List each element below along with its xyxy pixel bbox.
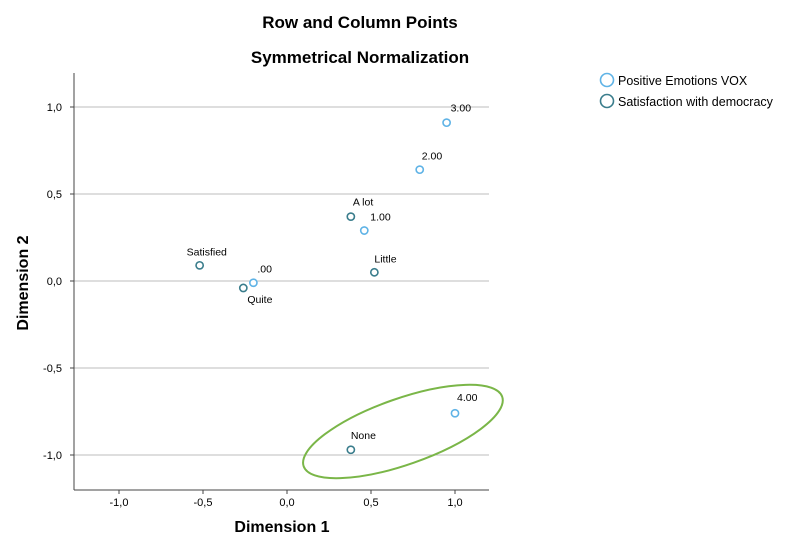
data-point	[416, 166, 423, 173]
data-point	[196, 262, 203, 269]
y-tick-label: 0,5	[47, 189, 62, 201]
data-point	[250, 279, 257, 286]
data-point	[347, 446, 354, 453]
point-label: 4.00	[457, 392, 478, 404]
x-tick-label: 0,5	[363, 497, 378, 509]
point-label: Satisfied	[187, 246, 227, 258]
chart-title: Row and Column Points	[262, 13, 458, 32]
legend-marker-satisfaction	[601, 95, 614, 108]
x-axis-label: Dimension 1	[234, 519, 329, 536]
data-point	[443, 119, 450, 126]
y-ticks: 1,0 0,5 0,0 -0,5 -1,0	[43, 102, 74, 462]
point-label: Little	[374, 253, 396, 265]
legend-label-satisfaction: Satisfaction with democracy	[618, 95, 774, 109]
chart-subtitle: Symmetrical Normalization	[251, 48, 469, 67]
y-axis-label: Dimension 2	[15, 235, 32, 330]
data-point	[347, 213, 354, 220]
data-point	[361, 227, 368, 234]
point-label: .00	[257, 264, 272, 276]
x-ticks: -1,0 -0,5 0,0 0,5 1,0	[110, 490, 463, 509]
y-tick-label: 1,0	[47, 102, 62, 114]
x-tick-label: 0,0	[279, 497, 294, 509]
data-point	[240, 284, 247, 291]
x-tick-label: -1,0	[110, 497, 129, 509]
point-label: 2.00	[422, 151, 443, 163]
points: 3.00 2.00 1.00 .00 4.00 A lot Little Satisfied Q…	[187, 103, 478, 454]
legend-marker-positive-emotions	[601, 74, 614, 87]
x-tick-label: -0,5	[194, 497, 213, 509]
legend-label-positive-emotions: Positive Emotions VOX	[618, 74, 748, 88]
x-tick-label: 1,0	[447, 497, 462, 509]
point-label: Quite	[247, 294, 272, 306]
point-label: None	[351, 430, 376, 442]
highlight-ellipse	[293, 366, 513, 498]
y-tick-label: 0,0	[47, 276, 62, 288]
data-point	[371, 269, 378, 276]
point-label: A lot	[353, 197, 374, 209]
data-point	[451, 410, 458, 417]
point-label: 3.00	[451, 103, 472, 115]
y-tick-label: -0,5	[43, 363, 62, 375]
y-tick-label: -1,0	[43, 450, 62, 462]
point-label: 1.00	[370, 212, 391, 224]
legend: Positive Emotions VOX Satisfaction with …	[601, 74, 774, 110]
